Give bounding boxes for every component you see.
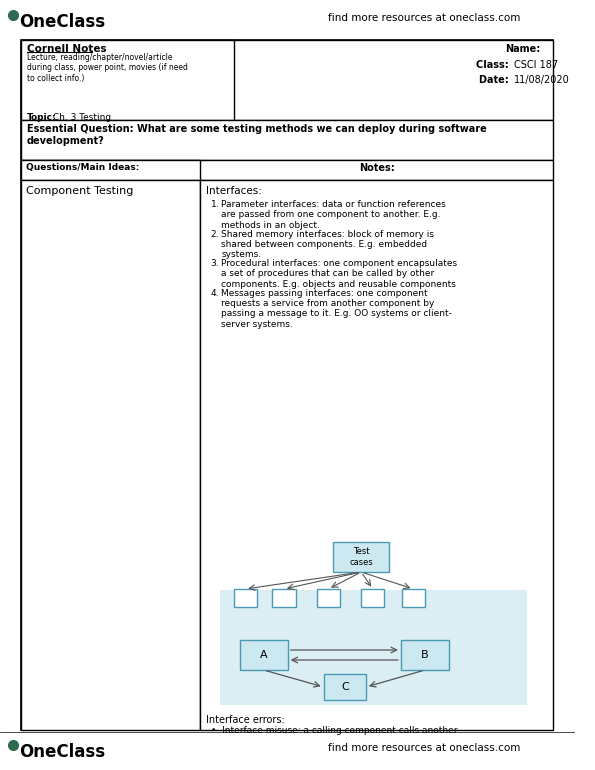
Text: B: B [421,650,429,660]
Text: OneClass: OneClass [19,743,105,761]
Bar [21,180,200,730]
Bar [333,542,389,572]
Text: Name:: Name: [506,44,541,54]
Bar [21,40,553,120]
Text: OneClass: OneClass [19,13,105,31]
Bar [200,180,553,730]
Text: Lecture, reading/chapter/novel/article
during class, power point, movies (if nee: Lecture, reading/chapter/novel/article d… [27,53,188,83]
Bar [240,640,288,670]
Text: Questions/Main Ideas:: Questions/Main Ideas: [26,163,139,172]
Text: Interfaces:: Interfaces: [206,186,262,196]
Text: Ch. 3 Testing: Ch. 3 Testing [50,113,111,122]
Text: CSCI 187: CSCI 187 [514,60,558,70]
Bar [220,590,527,705]
Text: Date:: Date: [479,75,512,85]
Text: Notes:: Notes: [359,163,394,173]
Bar [21,40,234,120]
Text: Topic:: Topic: [27,113,57,122]
Text: Component Testing: Component Testing [26,186,133,196]
Text: 3.: 3. [211,259,219,268]
Text: Interface errors:: Interface errors: [206,715,284,725]
Text: find more resources at oneclass.com: find more resources at oneclass.com [328,743,521,753]
Text: 1.: 1. [211,200,219,209]
Bar [0,732,575,770]
Text: 11/08/2020: 11/08/2020 [514,75,569,85]
Bar [401,640,449,670]
Bar [21,120,553,160]
Bar [273,589,296,607]
Text: A: A [260,650,268,660]
Text: Messages passing interfaces: one component
requests a service from another compo: Messages passing interfaces: one compone… [221,289,452,329]
Bar [0,0,575,40]
Text: Procedural interfaces: one component encapsulates
a set of procedures that can b: Procedural interfaces: one component enc… [221,259,458,289]
Text: Parameter interfaces: data or function references
are passed from one component : Parameter interfaces: data or function r… [221,200,446,229]
Text: Essential Question: What are some testing methods we can deploy during software
: Essential Question: What are some testin… [27,124,487,146]
Bar [21,40,553,730]
Bar [21,160,200,180]
Text: C: C [341,682,349,692]
Bar [402,589,425,607]
Bar [21,160,553,180]
Text: Shared memory interfaces: block of memory is
shared between components. E.g. emb: Shared memory interfaces: block of memor… [221,229,434,259]
Text: 4.: 4. [211,289,219,297]
Bar [317,589,340,607]
Text: 2.: 2. [211,229,219,239]
Text: •  Interface misuse: a calling component calls another: • Interface misuse: a calling component … [211,726,457,735]
Text: Test
cases: Test cases [349,547,373,567]
Bar [324,674,366,700]
Text: Class:: Class: [476,60,512,70]
Text: find more resources at oneclass.com: find more resources at oneclass.com [328,13,521,23]
Text: Cornell Notes: Cornell Notes [27,44,107,54]
Bar [361,589,384,607]
Bar [234,589,257,607]
